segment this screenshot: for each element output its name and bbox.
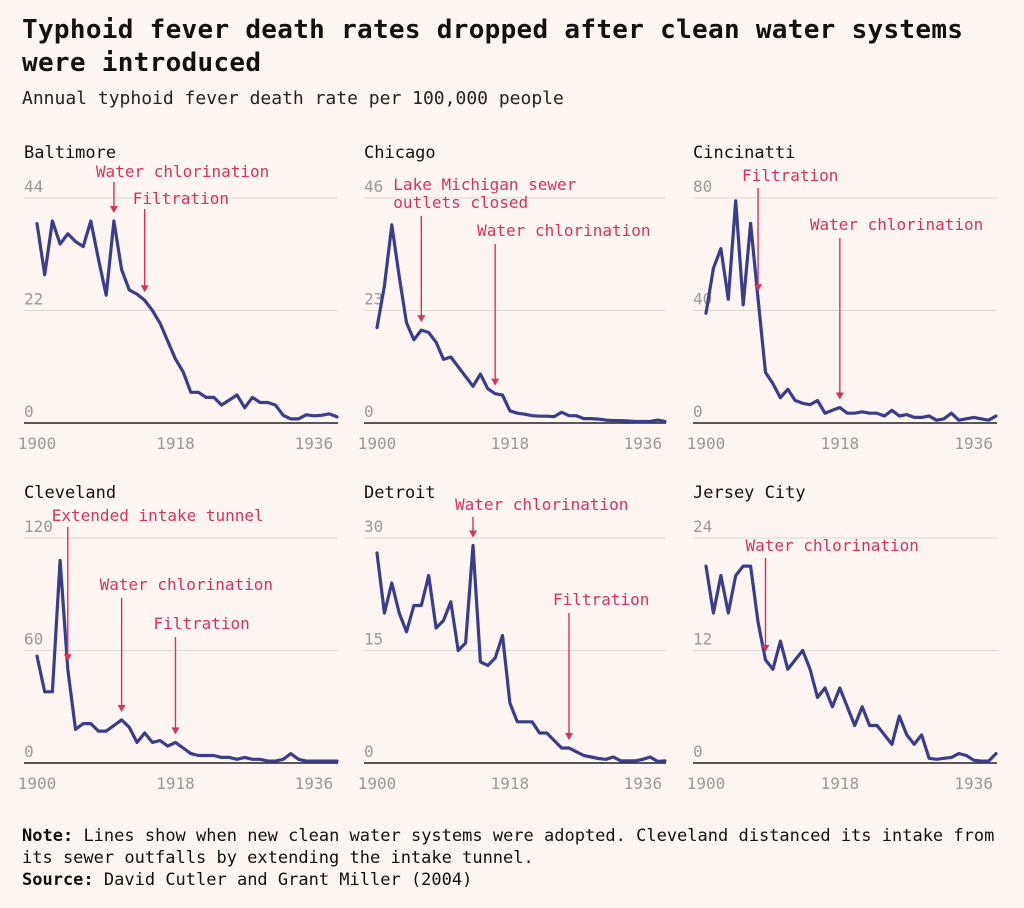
x-tick-label: 1936: [954, 774, 993, 793]
x-tick-label: 1900: [18, 774, 57, 793]
chart-jersey-city: Jersey City 24 12 0 1900 1918 1936 Water chlori…: [687, 483, 998, 793]
annotation-arrowhead: [761, 644, 770, 652]
series-line: [35, 219, 339, 421]
annotation-label: Extended intake tunnel: [52, 506, 264, 525]
x-tick-label: 1900: [687, 774, 726, 793]
x-tick-label: 1918: [156, 774, 195, 793]
series-line: [35, 558, 339, 763]
annotation-arrowhead: [117, 704, 126, 712]
annotation-arrowhead: [171, 727, 180, 735]
annotation-label: Filtration: [742, 166, 838, 185]
annotation-label: Water chlorination: [96, 162, 269, 181]
annotation-label: Water chlorination: [745, 536, 918, 555]
chart-baltimore: Baltimore 44 22 0 1900 1918 1936 Water chlorina…: [18, 143, 339, 453]
y-tick-label: 12: [693, 630, 712, 649]
x-tick-label: 1918: [491, 774, 530, 793]
x-tick-label: 1918: [821, 434, 860, 453]
source-text: David Cutler and Grant Miller (2004): [103, 870, 473, 890]
y-tick-label: 0: [693, 402, 703, 421]
note: Note: Lines show when new clean water sy…: [22, 825, 1002, 869]
series-line: [704, 199, 998, 422]
annotation-label: Lake Michigan sewer: [393, 175, 576, 194]
source-label: Source:: [22, 870, 94, 890]
chart-title: Jersey City: [693, 483, 806, 503]
y-tick-label: 120: [24, 517, 53, 536]
y-tick-label: 30: [364, 517, 383, 536]
annotation-label: outlets closed: [393, 193, 528, 212]
chart-chicago: Chicago 46 23 0 1900 1918 1936 Lake Michigan se…: [358, 143, 667, 453]
y-tick-label: 80: [693, 177, 712, 196]
y-tick-label: 0: [364, 402, 374, 421]
x-tick-label: 1936: [954, 434, 993, 453]
chart-title: Chicago: [364, 143, 436, 163]
chart-title: Baltimore: [24, 143, 116, 163]
x-tick-label: 1918: [156, 434, 195, 453]
y-tick-label: 0: [24, 742, 34, 761]
x-tick-label: 1936: [624, 434, 663, 453]
series-line: [375, 543, 667, 764]
annotation-label: Water chlorination: [100, 575, 273, 594]
y-tick-label: 0: [364, 742, 374, 761]
annotation-arrowhead: [417, 315, 426, 323]
annotation-label: Water chlorination: [455, 495, 628, 514]
chart-title: Cincinatti: [693, 143, 795, 163]
x-tick-label: 1900: [358, 774, 397, 793]
x-tick-label: 1936: [295, 434, 334, 453]
annotation-label: Filtration: [133, 189, 229, 208]
chart-cleveland: Cleveland 120 60 0 1900 1918 1936 Extended inta…: [18, 483, 339, 793]
annotation-arrowhead: [109, 206, 118, 214]
annotation-arrowhead: [140, 285, 149, 293]
x-tick-label: 1936: [624, 774, 663, 793]
annotation-arrowhead: [835, 392, 844, 400]
chart-title: Detroit: [364, 483, 436, 503]
footer: Note: Lines show when new clean water sy…: [22, 825, 1002, 891]
x-tick-label: 1918: [821, 774, 860, 793]
series-line: [704, 564, 998, 763]
x-tick-label: 1936: [295, 774, 334, 793]
chart-title: Cleveland: [24, 483, 116, 503]
annotation-label: Water chlorination: [810, 215, 983, 234]
annotation-label: Filtration: [153, 614, 249, 633]
annotation-label: Filtration: [553, 590, 649, 609]
annotation-arrowhead: [754, 284, 763, 292]
annotation-label: Water chlorination: [477, 221, 650, 240]
x-tick-label: 1900: [18, 434, 57, 453]
y-tick-label: 60: [24, 630, 43, 649]
chart-detroit: Detroit 30 15 0 1900 1918 1936 Water chlorinati…: [358, 483, 667, 793]
note-text: Lines show when new clean water systems …: [22, 826, 995, 868]
x-tick-label: 1900: [358, 434, 397, 453]
note-label: Note:: [22, 826, 74, 846]
y-tick-label: 46: [364, 177, 383, 196]
x-tick-label: 1900: [687, 434, 726, 453]
x-tick-label: 1918: [491, 434, 530, 453]
y-tick-label: 23: [364, 290, 383, 309]
y-tick-label: 15: [364, 630, 383, 649]
series-line: [375, 223, 667, 424]
y-tick-label: 24: [693, 517, 712, 536]
page-subtitle: Annual typhoid fever death rate per 100,…: [22, 88, 564, 109]
annotation-arrowhead: [565, 733, 573, 740]
page-title: Typhoid fever death rates dropped after …: [22, 15, 964, 78]
y-tick-label: 44: [24, 177, 43, 196]
annotation-arrowhead: [491, 378, 500, 386]
y-tick-label: 22: [24, 290, 43, 309]
source: Source: David Cutler and Grant Miller (2…: [22, 869, 1002, 891]
annotation-arrowhead: [63, 654, 72, 662]
annotation-arrowhead: [469, 530, 477, 538]
y-tick-label: 0: [24, 402, 34, 421]
y-tick-label: 0: [693, 742, 703, 761]
